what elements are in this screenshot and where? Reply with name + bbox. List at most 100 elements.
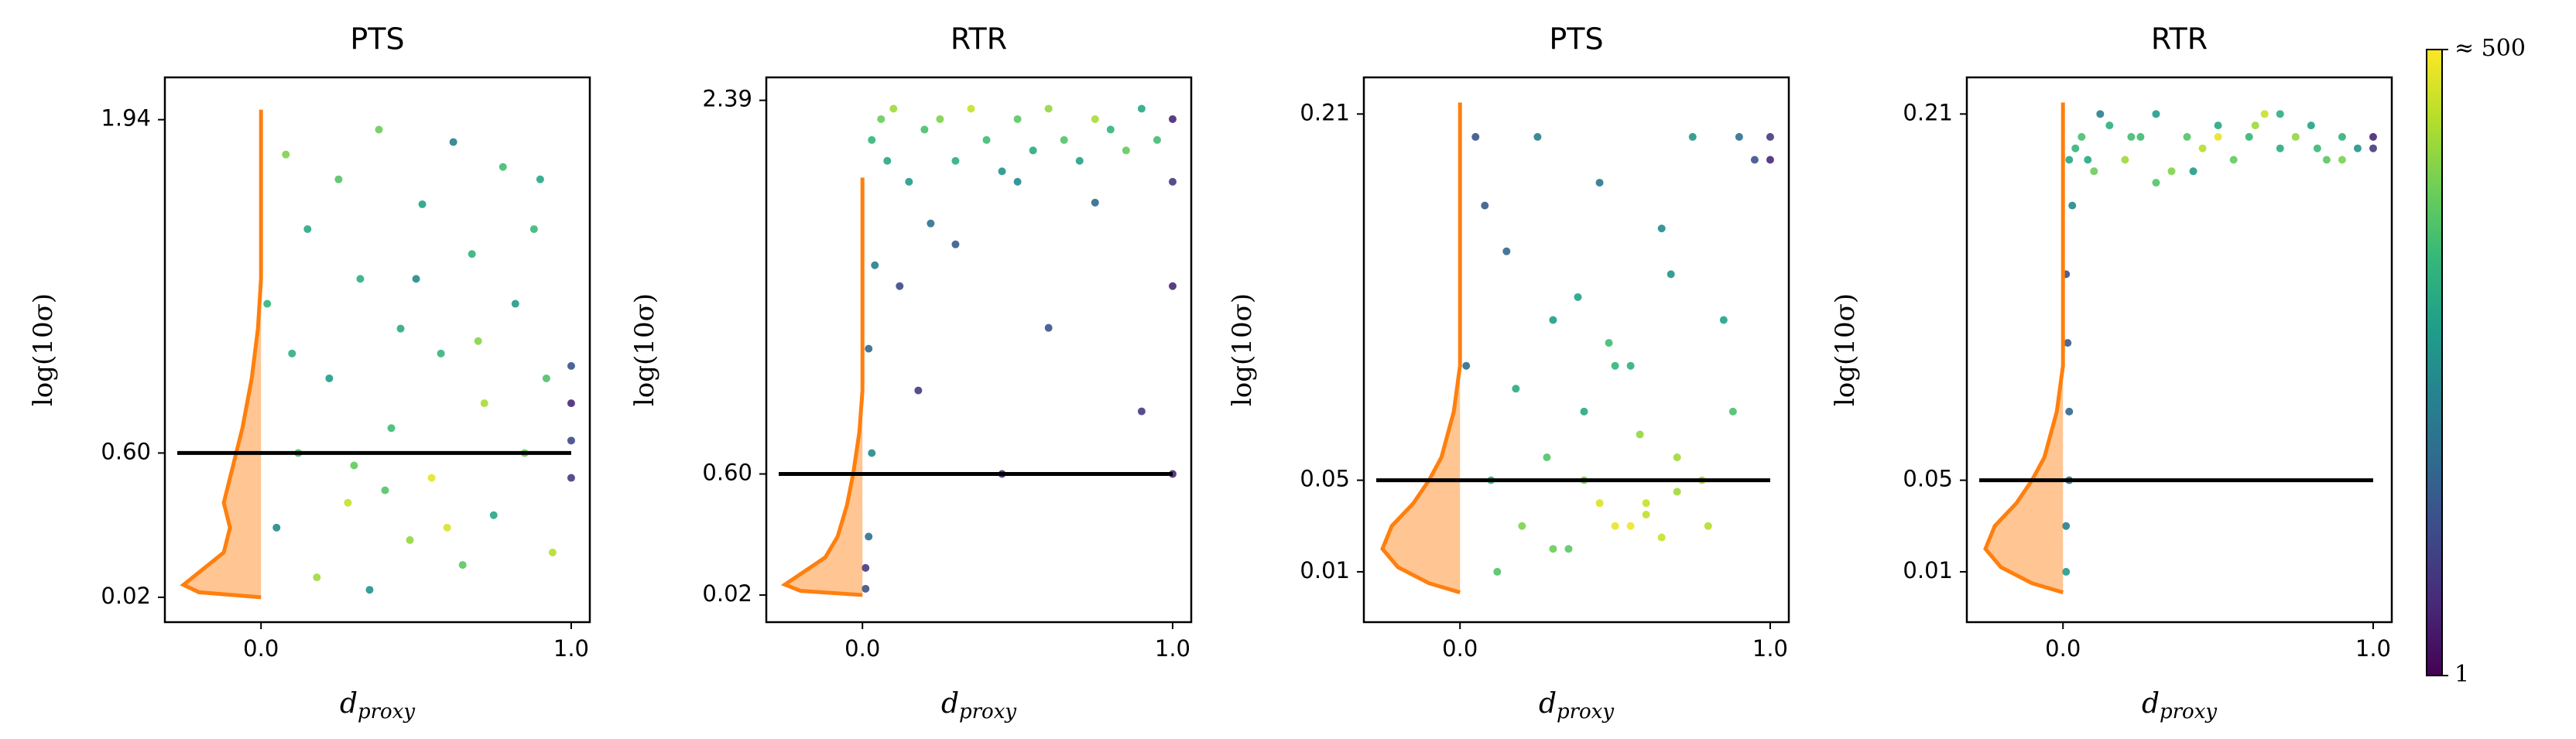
point bbox=[375, 125, 383, 134]
point bbox=[1766, 156, 1774, 164]
point bbox=[396, 324, 405, 333]
panel-title: PTS bbox=[1549, 22, 1603, 56]
kde-line bbox=[1380, 102, 1462, 594]
x-axis-label-base: d bbox=[2142, 688, 2160, 720]
point bbox=[2064, 339, 2072, 347]
point bbox=[865, 344, 873, 353]
point bbox=[2251, 121, 2259, 130]
point bbox=[998, 167, 1006, 176]
point bbox=[489, 511, 498, 519]
point bbox=[468, 250, 476, 258]
x-axis-label-sub: proxy bbox=[2160, 700, 2217, 724]
point bbox=[1075, 156, 1084, 165]
point bbox=[406, 535, 414, 544]
point bbox=[480, 399, 488, 408]
point bbox=[1657, 533, 1666, 542]
point bbox=[350, 461, 358, 470]
point bbox=[1642, 510, 1650, 518]
point bbox=[1091, 198, 1099, 207]
point bbox=[2189, 167, 2197, 176]
colorbar-tick-label: ≈ 500 bbox=[2454, 35, 2526, 62]
point bbox=[1642, 499, 1650, 508]
y-axis-label: log(10σ) bbox=[629, 293, 660, 406]
point bbox=[1137, 407, 1146, 416]
point bbox=[263, 299, 272, 308]
point bbox=[883, 156, 892, 165]
point bbox=[313, 573, 321, 582]
point bbox=[272, 523, 281, 532]
point bbox=[2198, 144, 2207, 152]
point bbox=[1549, 316, 1557, 324]
kde-fill bbox=[785, 177, 863, 595]
kde-line bbox=[1983, 102, 2065, 594]
point bbox=[2322, 156, 2331, 164]
point bbox=[1766, 132, 1774, 141]
x-tick-label: 1.0 bbox=[553, 635, 589, 662]
point bbox=[2338, 156, 2346, 164]
x-axis-label-sub: proxy bbox=[959, 700, 1016, 724]
point bbox=[548, 548, 557, 556]
y-tick-label: 0.01 bbox=[1903, 557, 1953, 583]
x-axis-label: dproxy bbox=[340, 688, 415, 724]
point bbox=[1013, 177, 1022, 186]
point bbox=[1091, 115, 1099, 123]
point bbox=[2167, 167, 2176, 176]
point bbox=[449, 138, 457, 146]
point bbox=[536, 175, 544, 183]
point bbox=[344, 498, 352, 507]
point bbox=[1704, 522, 1712, 530]
point bbox=[868, 135, 876, 144]
point bbox=[474, 337, 482, 345]
point bbox=[951, 156, 960, 165]
point bbox=[356, 275, 365, 283]
point bbox=[412, 275, 420, 283]
point bbox=[927, 219, 935, 228]
point bbox=[1549, 545, 1557, 553]
point bbox=[2084, 156, 2092, 164]
x-axis-label-sub: proxy bbox=[358, 700, 415, 724]
point bbox=[1518, 522, 1526, 530]
x-tick-label: 1.0 bbox=[1155, 635, 1190, 662]
point bbox=[567, 399, 575, 408]
point bbox=[2229, 156, 2238, 164]
x-tick-label: 0.0 bbox=[2045, 635, 2081, 662]
x-tick-label: 1.0 bbox=[1752, 635, 1788, 662]
point bbox=[1044, 104, 1053, 113]
point bbox=[1611, 361, 1619, 370]
axes-frame bbox=[765, 76, 1193, 624]
y-tick-label: 1.94 bbox=[101, 105, 151, 132]
point bbox=[905, 177, 913, 186]
point bbox=[1013, 115, 1022, 123]
point bbox=[529, 225, 538, 234]
y-tick-label: 0.02 bbox=[101, 583, 151, 609]
point bbox=[936, 115, 944, 123]
point bbox=[1626, 361, 1635, 370]
point bbox=[1168, 177, 1177, 186]
point bbox=[1481, 201, 1489, 210]
x-axis-label-base: d bbox=[941, 688, 959, 720]
point bbox=[2276, 110, 2284, 118]
point bbox=[325, 374, 334, 382]
point bbox=[1605, 339, 1613, 347]
point bbox=[1688, 132, 1697, 141]
point bbox=[2127, 132, 2136, 141]
point bbox=[967, 104, 975, 113]
point bbox=[865, 532, 873, 541]
x-axis-label: dproxy bbox=[941, 688, 1016, 724]
colorbar-tick-label: 1 bbox=[2454, 661, 2469, 688]
point bbox=[889, 104, 898, 113]
point bbox=[2062, 567, 2071, 576]
point bbox=[2136, 132, 2145, 141]
point bbox=[1512, 385, 1520, 393]
point bbox=[567, 474, 575, 482]
point bbox=[387, 424, 396, 433]
kde-fill bbox=[183, 109, 262, 597]
point bbox=[567, 361, 575, 370]
x-axis-label: dproxy bbox=[2142, 688, 2217, 724]
point bbox=[1060, 135, 1068, 144]
point bbox=[2214, 121, 2222, 130]
point bbox=[1636, 430, 1644, 439]
point bbox=[920, 125, 929, 134]
point bbox=[2062, 522, 2071, 530]
point bbox=[1673, 488, 1681, 496]
